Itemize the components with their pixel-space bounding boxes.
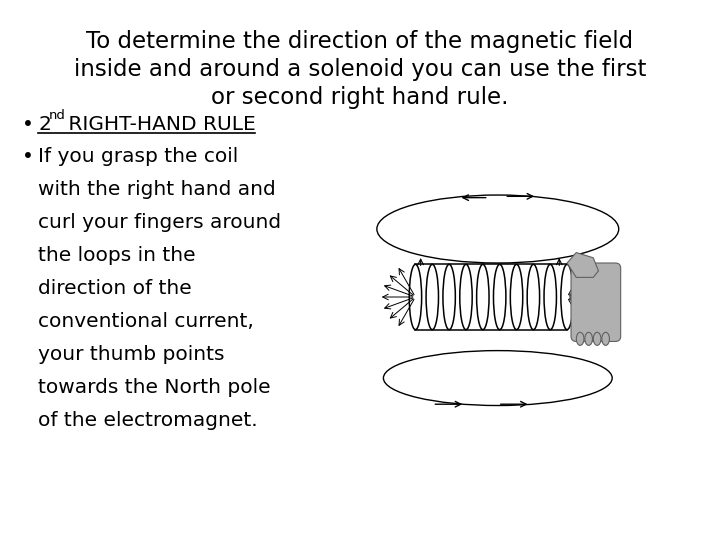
FancyBboxPatch shape	[571, 263, 621, 341]
Text: 2: 2	[38, 115, 51, 134]
Text: •: •	[22, 115, 34, 134]
Text: direction of the: direction of the	[38, 279, 192, 298]
Ellipse shape	[577, 332, 584, 346]
Polygon shape	[567, 253, 598, 278]
Text: towards the North pole: towards the North pole	[38, 378, 271, 397]
Text: inside and around a solenoid you can use the first: inside and around a solenoid you can use…	[74, 58, 646, 81]
Text: nd: nd	[49, 109, 66, 122]
Text: If you grasp the coil: If you grasp the coil	[38, 147, 238, 166]
Text: or second right hand rule.: or second right hand rule.	[211, 86, 509, 109]
Text: your thumb points: your thumb points	[38, 345, 225, 364]
Text: •: •	[22, 147, 34, 166]
Ellipse shape	[602, 332, 609, 346]
Text: To determine the direction of the magnetic field: To determine the direction of the magnet…	[86, 30, 634, 53]
Text: with the right hand and: with the right hand and	[38, 180, 276, 199]
Ellipse shape	[585, 332, 593, 346]
Ellipse shape	[593, 332, 601, 346]
Text: RIGHT-HAND RULE: RIGHT-HAND RULE	[62, 115, 256, 134]
Text: of the electromagnet.: of the electromagnet.	[38, 411, 258, 430]
Text: curl your fingers around: curl your fingers around	[38, 213, 281, 232]
Text: the loops in the: the loops in the	[38, 246, 196, 265]
Text: conventional current,: conventional current,	[38, 312, 254, 331]
